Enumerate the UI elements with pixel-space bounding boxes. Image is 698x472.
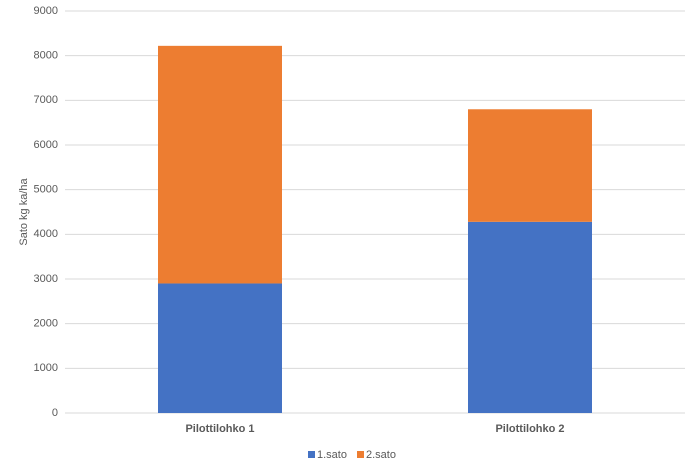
y-tick-label: 7000 (34, 94, 58, 106)
bar-segment (468, 221, 592, 413)
y-tick-label: 9000 (34, 5, 58, 17)
bar-segment (468, 109, 592, 222)
legend-label: 1.sato (317, 449, 347, 461)
bar-segment (158, 45, 282, 284)
legend-label: 2.sato (366, 449, 396, 461)
y-tick-label: 0 (52, 407, 58, 419)
y-tick-label: 2000 (34, 318, 58, 330)
y-tick-label: 6000 (34, 139, 58, 151)
x-tick-label: Pilottilohko 2 (495, 423, 564, 435)
y-tick-label: 4000 (34, 228, 58, 240)
y-tick-label: 5000 (34, 184, 58, 196)
legend-swatch (357, 451, 364, 458)
y-tick-label: 3000 (34, 273, 58, 285)
bar-segment (158, 283, 282, 413)
legend-swatch (308, 451, 315, 458)
y-axis-label: Sato kg ka/ha (18, 177, 30, 245)
y-tick-label: 8000 (34, 50, 58, 62)
x-tick-label: Pilottilohko 1 (185, 423, 254, 435)
y-tick-label: 1000 (34, 362, 58, 374)
